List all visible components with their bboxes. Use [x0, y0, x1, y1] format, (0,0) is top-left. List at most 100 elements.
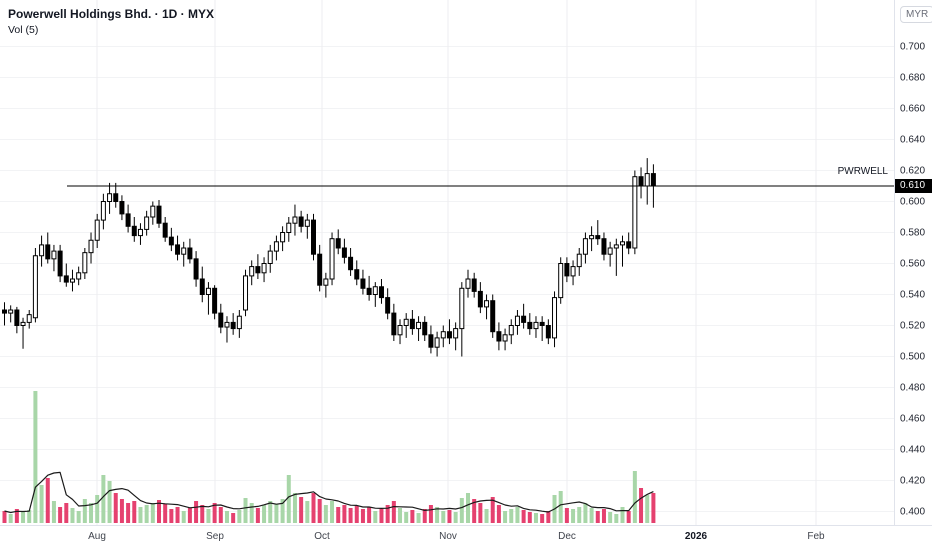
candle-up[interactable]	[286, 222, 292, 233]
volume-bar[interactable]	[435, 507, 440, 523]
candle-up[interactable]	[576, 253, 582, 268]
volume-bar[interactable]	[398, 508, 403, 523]
candle-down[interactable]	[539, 321, 545, 326]
candle-down[interactable]	[193, 258, 199, 280]
volume-bar[interactable]	[385, 505, 390, 523]
candle-up[interactable]	[267, 250, 273, 265]
volume-bar[interactable]	[27, 510, 32, 523]
candle-up[interactable]	[32, 255, 38, 319]
volume-bar[interactable]	[521, 510, 526, 523]
candle-down[interactable]	[230, 321, 236, 330]
candle-up[interactable]	[416, 321, 422, 330]
volume-bar[interactable]	[626, 511, 631, 523]
volume-bar[interactable]	[441, 511, 446, 523]
volume-bar[interactable]	[639, 488, 644, 523]
candle-up[interactable]	[632, 176, 638, 249]
volume-bar[interactable]	[206, 509, 211, 523]
candle-down[interactable]	[354, 269, 360, 280]
volume-bar[interactable]	[466, 493, 470, 523]
candle-up[interactable]	[465, 278, 471, 289]
candle-down[interactable]	[366, 287, 372, 295]
volume-bar[interactable]	[268, 501, 273, 523]
volume-bar[interactable]	[224, 511, 229, 523]
candle-down[interactable]	[348, 256, 354, 271]
volume-bar[interactable]	[305, 501, 310, 523]
volume-bar[interactable]	[601, 509, 606, 523]
candle-down[interactable]	[317, 253, 323, 286]
candle-down[interactable]	[341, 247, 347, 258]
candle-down[interactable]	[409, 318, 415, 330]
candle-up[interactable]	[243, 275, 249, 311]
candle-up[interactable]	[249, 266, 255, 277]
volume-bar[interactable]	[577, 507, 582, 523]
volume-bar[interactable]	[645, 495, 650, 523]
candle-up[interactable]	[620, 241, 625, 246]
volume-bar[interactable]	[317, 499, 322, 523]
volume-bar[interactable]	[249, 503, 254, 523]
volume-bar[interactable]	[113, 493, 118, 523]
candle-up[interactable]	[644, 173, 650, 187]
volume-bar[interactable]	[336, 507, 341, 523]
volume-bar[interactable]	[422, 509, 427, 523]
candle-down[interactable]	[446, 331, 452, 339]
candle-down[interactable]	[422, 321, 428, 336]
volume-bar[interactable]	[515, 507, 520, 523]
candle-up[interactable]	[397, 325, 403, 336]
volume-bar[interactable]	[187, 508, 192, 523]
candle-down[interactable]	[255, 266, 261, 274]
candle-up[interactable]	[440, 331, 446, 339]
volume-bar[interactable]	[231, 513, 236, 523]
volume-bar[interactable]	[360, 509, 365, 523]
volume-bar[interactable]	[76, 511, 81, 523]
volume-bar[interactable]	[348, 508, 353, 523]
volume-bar[interactable]	[150, 503, 155, 523]
volume-bar[interactable]	[527, 512, 532, 523]
volume-bar[interactable]	[200, 505, 205, 523]
volume-bar[interactable]	[58, 507, 63, 523]
candle-down[interactable]	[527, 321, 533, 330]
volume-bar[interactable]	[533, 513, 538, 523]
candle-up[interactable]	[144, 216, 150, 230]
candle-down[interactable]	[119, 201, 125, 215]
volume-bar[interactable]	[89, 503, 94, 523]
volume-bar[interactable]	[546, 511, 551, 523]
volume-bar[interactable]	[571, 509, 576, 523]
volume-bar[interactable]	[14, 509, 19, 523]
volume-bar[interactable]	[589, 508, 594, 523]
candle-down[interactable]	[212, 287, 218, 314]
candle-up[interactable]	[589, 235, 595, 240]
candle-up[interactable]	[552, 297, 558, 339]
volume-bar[interactable]	[447, 510, 452, 523]
volume-bar[interactable]	[509, 509, 514, 523]
volume-bar[interactable]	[70, 508, 75, 523]
candle-up[interactable]	[137, 228, 143, 237]
price-axis[interactable]: MYR 0.700 0.680 0.660 0.640 0.620 0.600 0.580 0…	[894, 0, 932, 525]
candle-down[interactable]	[477, 290, 483, 308]
volume-bar[interactable]	[157, 500, 161, 523]
candle-up[interactable]	[26, 314, 32, 323]
volume-bar[interactable]	[2, 511, 7, 523]
volume-bar[interactable]	[82, 499, 87, 523]
candle-up[interactable]	[329, 238, 335, 280]
candle-up[interactable]	[224, 321, 230, 328]
candle-down[interactable]	[385, 297, 391, 314]
candle-up[interactable]	[508, 325, 514, 336]
candle-down[interactable]	[650, 173, 656, 187]
candle-up[interactable]	[582, 238, 588, 255]
volume-bar[interactable]	[64, 503, 69, 523]
volume-bar[interactable]	[45, 478, 50, 523]
volume-bar[interactable]	[286, 475, 291, 523]
volume-bar[interactable]	[101, 475, 106, 523]
candle-down[interactable]	[378, 286, 384, 299]
time-axis[interactable]: Aug Sep Oct Nov Dec 2026 Feb	[0, 525, 932, 551]
volume-bar[interactable]	[95, 495, 100, 523]
volume-bar[interactable]	[175, 507, 180, 523]
candle-up[interactable]	[372, 286, 378, 295]
candle-down[interactable]	[187, 247, 193, 260]
candle-down[interactable]	[638, 176, 644, 187]
candle-up[interactable]	[8, 309, 14, 314]
volume-bar[interactable]	[33, 391, 38, 523]
volume-bar[interactable]	[379, 509, 384, 523]
volume-bar[interactable]	[169, 509, 174, 523]
volume-bar[interactable]	[632, 471, 637, 523]
